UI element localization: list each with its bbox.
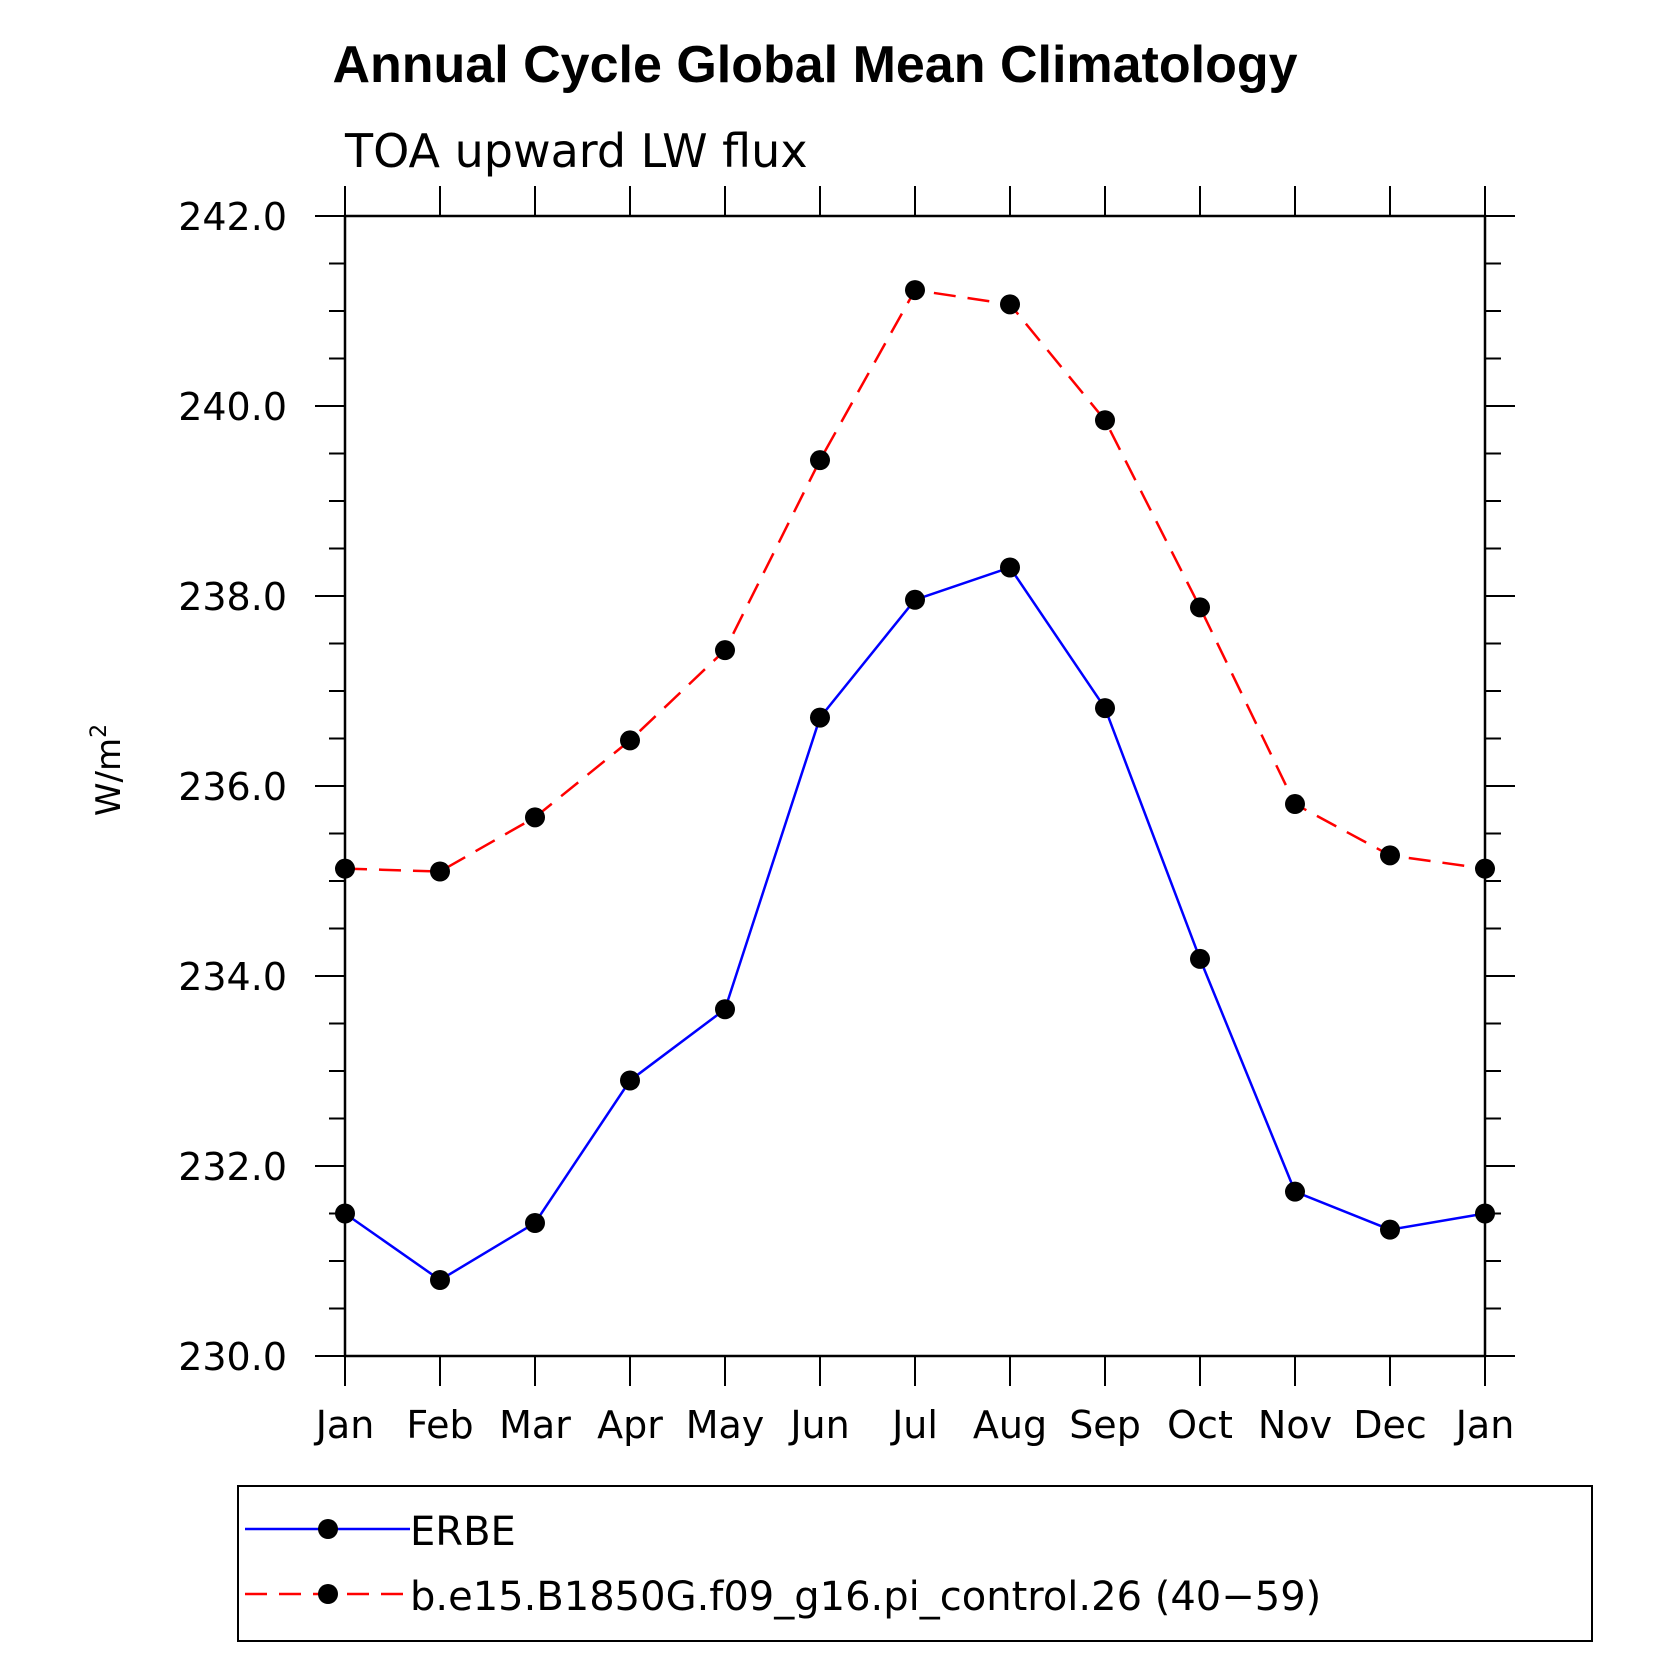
data-point-s1-10 xyxy=(1285,794,1305,815)
y-axis-label-superscript: 2 xyxy=(87,724,112,738)
x-tick-label: Dec xyxy=(1353,1403,1427,1447)
plot-frame xyxy=(343,214,1487,1358)
y-tick-label: 240.0 xyxy=(178,385,287,429)
data-point-s0-8 xyxy=(1095,698,1115,719)
legend-box xyxy=(237,1485,1593,1642)
y-tick-label: 236.0 xyxy=(178,765,287,809)
data-point-s0-1 xyxy=(430,1270,450,1290)
data-point-s0-10 xyxy=(1285,1181,1305,1202)
data-point-s1-8 xyxy=(1095,410,1115,431)
legend-marker-model xyxy=(318,1584,338,1604)
x-tick-label: Jul xyxy=(890,1403,938,1447)
legend-label-model: b.e15.B1850G.f09_g16.pi_control.26 (40−5… xyxy=(410,1574,1321,1620)
series-line-1 xyxy=(344,288,1486,873)
data-point-s1-11 xyxy=(1380,845,1400,866)
x-axis-ticks xyxy=(344,186,1486,1386)
data-point-s1-4 xyxy=(715,640,735,661)
x-tick-label: Aug xyxy=(973,1403,1047,1447)
y-tick-label: 242.0 xyxy=(178,195,287,239)
data-point-s1-7 xyxy=(1000,294,1020,315)
legend: ERBE b.e15.B1850G.f09_g16.pi_control.26 … xyxy=(237,1485,1593,1642)
data-point-s0-6 xyxy=(905,589,925,610)
y-tick-label: 230.0 xyxy=(178,1335,287,1379)
x-tick-label: Oct xyxy=(1167,1403,1233,1447)
series-lines xyxy=(344,288,1486,1282)
svg-text:W/m2: W/m2 xyxy=(87,724,129,816)
chart-title: Annual Cycle Global Mean Climatology xyxy=(332,36,1297,94)
data-point-s0-0 xyxy=(335,1203,355,1224)
y-tick-label: 234.0 xyxy=(178,955,287,999)
y-tick-label: 232.0 xyxy=(178,1145,287,1189)
y-axis-ticks xyxy=(315,215,1515,1357)
series-markers xyxy=(335,280,1495,1290)
data-point-s0-4 xyxy=(715,999,735,1020)
data-point-s0-7 xyxy=(1000,557,1020,578)
data-point-s1-2 xyxy=(525,807,545,828)
data-point-s0-3 xyxy=(620,1070,640,1091)
data-point-s1-9 xyxy=(1190,597,1210,618)
legend-marker-erbe xyxy=(318,1519,338,1539)
x-tick-label: Jan xyxy=(314,1403,375,1447)
legend-label-erbe: ERBE xyxy=(410,1509,516,1555)
series-line-0 xyxy=(344,566,1486,1282)
data-point-s1-6 xyxy=(905,280,925,301)
x-tick-label: Apr xyxy=(597,1403,663,1447)
x-tick-label: Mar xyxy=(499,1403,571,1447)
data-point-s1-12 xyxy=(1475,858,1495,879)
y-tick-label: 238.0 xyxy=(178,575,287,619)
y-axis-label: W/m2 xyxy=(87,724,129,816)
x-tick-label: Jan xyxy=(1454,1403,1515,1447)
data-point-s1-5 xyxy=(810,450,830,471)
x-tick-label: Feb xyxy=(406,1403,473,1447)
data-point-s1-3 xyxy=(620,730,640,751)
y-axis-tick-labels: 230.0 232.0 234.0 236.0 238.0 240.0 242.0 xyxy=(178,195,287,1379)
data-point-s0-11 xyxy=(1380,1219,1400,1240)
data-point-s0-2 xyxy=(525,1213,545,1233)
data-point-s0-5 xyxy=(810,707,830,728)
data-point-s1-1 xyxy=(430,861,450,882)
y-axis-label-text: W/m xyxy=(89,738,129,816)
data-point-s0-9 xyxy=(1190,948,1210,969)
x-tick-label: Sep xyxy=(1069,1403,1141,1447)
chart-subtitle: TOA upward LW flux xyxy=(344,124,808,178)
data-point-s0-12 xyxy=(1475,1203,1495,1224)
x-axis-tick-labels: Jan Feb Mar Apr May Jun Jul Aug Sep Oct Nov Dec Jan xyxy=(314,1403,1515,1447)
x-tick-label: Nov xyxy=(1258,1403,1332,1447)
x-tick-label: May xyxy=(686,1403,765,1447)
x-tick-label: Jun xyxy=(788,1403,849,1447)
data-point-s1-0 xyxy=(335,858,355,879)
